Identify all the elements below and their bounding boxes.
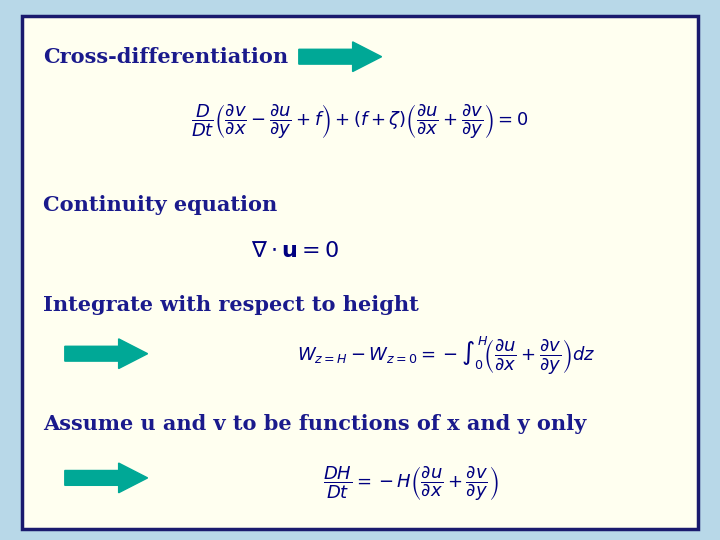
- Text: $\dfrac{D}{Dt}\left(\dfrac{\partial v}{\partial x} - \dfrac{\partial u}{\partial: $\dfrac{D}{Dt}\left(\dfrac{\partial v}{\…: [192, 102, 528, 141]
- FancyBboxPatch shape: [22, 16, 698, 529]
- Text: Integrate with respect to height: Integrate with respect to height: [43, 295, 419, 315]
- FancyArrow shape: [299, 42, 382, 71]
- Text: Continuity equation: Continuity equation: [43, 195, 277, 215]
- Text: Assume u and v to be functions of x and y only: Assume u and v to be functions of x and …: [43, 414, 587, 434]
- FancyArrow shape: [65, 339, 148, 369]
- FancyArrow shape: [65, 463, 148, 492]
- Text: Cross-differentiation: Cross-differentiation: [43, 46, 288, 67]
- Text: $\dfrac{DH}{Dt} = -H\left(\dfrac{\partial u}{\partial x}+\dfrac{\partial v}{\par: $\dfrac{DH}{Dt} = -H\left(\dfrac{\partia…: [323, 464, 498, 503]
- Text: $\nabla \cdot \mathbf{u} = 0$: $\nabla \cdot \mathbf{u} = 0$: [251, 241, 340, 261]
- Text: $W_{z=H} - W_{z=0} = -\int_0^H\!\left(\dfrac{\partial u}{\partial x}+\dfrac{\par: $W_{z=H} - W_{z=0} = -\int_0^H\!\left(\d…: [297, 335, 595, 377]
